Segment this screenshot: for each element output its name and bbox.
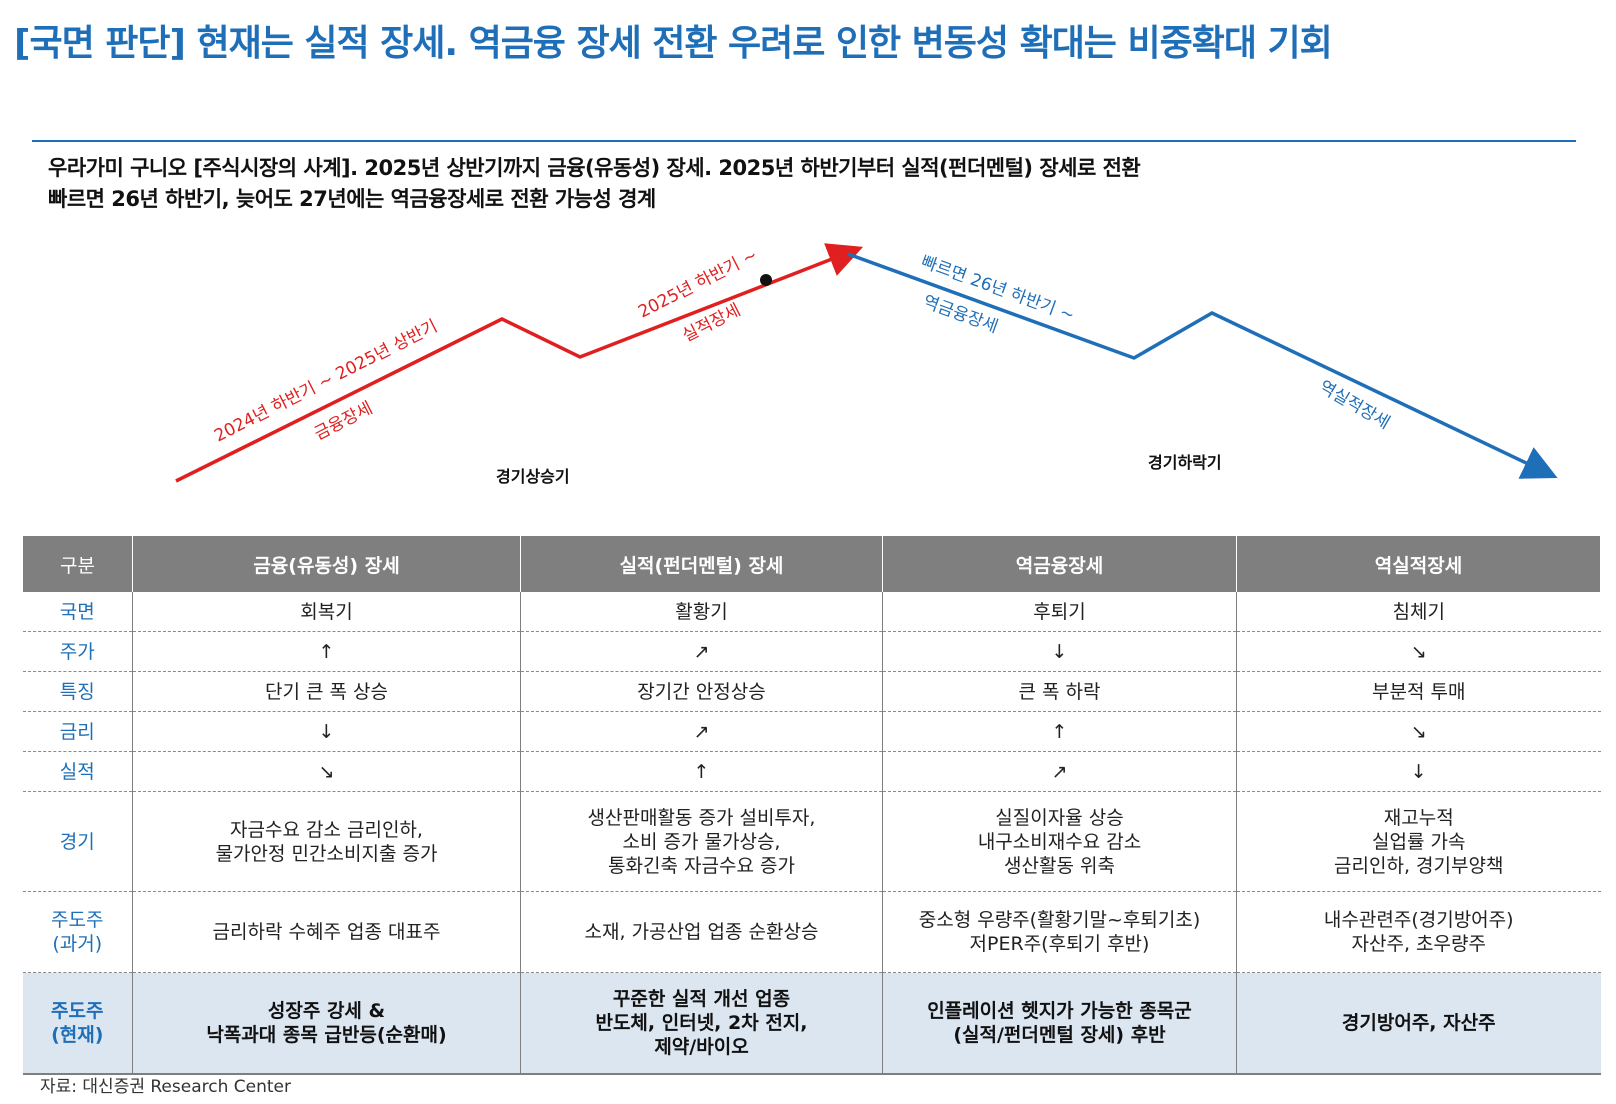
seg4-regime-label: 역실적장세 <box>1316 377 1394 433</box>
row-label: 주가 <box>22 631 133 672</box>
row-label: 국면 <box>22 592 133 632</box>
table-cell: ↓ <box>132 711 521 752</box>
table-cell: 단기 큰 폭 상승 <box>132 671 521 712</box>
table-cell: ↘ <box>1236 711 1601 752</box>
table-cell: 내수관련주(경기방어주) 자산주, 초우량주 <box>1236 891 1601 973</box>
table-cell: 소재, 가공산업 업종 순환상승 <box>520 891 883 973</box>
phase-up-label: 경기상승기 <box>496 467 570 486</box>
row-label: 실적 <box>22 751 133 792</box>
table-cell: 실질이자율 상승 내구소비재수요 감소 생산활동 위축 <box>882 791 1237 892</box>
table-cell: 부분적 투매 <box>1236 671 1601 712</box>
table-cell: ↗ <box>520 631 883 672</box>
seg1-regime-label: 금융장세 <box>311 398 376 444</box>
market-cycle-diagram: 2024년 하반기 ~ 2025년 상반기 금융장세 2025년 하반기 ~ 실… <box>175 243 1558 486</box>
table-row: 경기 자금수요 감소 금리인하, 물가안정 민간소비지출 증가 생산판매활동 증… <box>22 791 1601 892</box>
table-cell: 인플레이션 헷지가 가능한 종목군 (실적/펀더멘털 장세) 후반 <box>882 972 1237 1075</box>
table-cell: 회복기 <box>132 592 521 632</box>
table-cell: 큰 폭 하락 <box>882 671 1237 712</box>
table-cell: 활황기 <box>520 592 883 632</box>
table-cell: 금리하락 수혜주 업종 대표주 <box>132 891 521 973</box>
table-cell: ↗ <box>520 711 883 752</box>
table-cell: 생산판매활동 증가 설비투자, 소비 증가 물가상승, 통화긴축 자금수요 증가 <box>520 791 883 892</box>
row-label: 경기 <box>22 791 133 892</box>
table-cell: ↑ <box>132 631 521 672</box>
table-cell: 후퇴기 <box>882 592 1237 632</box>
table-cell: ↑ <box>520 751 883 792</box>
phase-down-label: 경기하락기 <box>1148 453 1222 472</box>
table-cell: 장기간 안정상승 <box>520 671 883 712</box>
subtitle-line-1: 우라가미 구니오 [주식시장의 사계]. 2025년 상반기까지 금융(유동성)… <box>48 156 1141 180</box>
table-cell: ↘ <box>132 751 521 792</box>
table-cell: ↓ <box>882 631 1237 672</box>
header-reverse-liquidity-market: 역금융장세 <box>882 536 1237 592</box>
current-position-marker <box>760 274 772 286</box>
table-row: 금리 ↓ ↗ ↑ ↘ <box>22 711 1601 752</box>
table-row-highlight: 주도주 (현재) 성장주 강세 & 낙폭과대 종목 급반등(순환매) 꾸준한 실… <box>22 972 1601 1075</box>
table-row: 국면 회복기 활황기 후퇴기 침체기 <box>22 592 1601 632</box>
market-regime-table: 구분 금융(유동성) 장세 실적(펀더멘털) 장세 역금융장세 역실적장세 국면… <box>22 536 1601 1075</box>
header-category: 구분 <box>22 536 133 592</box>
table-cell: 성장주 강세 & 낙폭과대 종목 급반등(순환매) <box>132 972 521 1075</box>
table-row: 주도주 (과거) 금리하락 수혜주 업종 대표주 소재, 가공산업 업종 순환상… <box>22 891 1601 973</box>
title-divider <box>32 140 1576 142</box>
subtitle-line-2: 빠르면 26년 하반기, 늦어도 27년에는 역금융장세로 전환 가능성 경계 <box>48 187 656 211</box>
row-label: 주도주 (현재) <box>22 972 133 1075</box>
table-row: 주가 ↑ ↗ ↓ ↘ <box>22 631 1601 672</box>
table-cell: 침체기 <box>1236 592 1601 632</box>
table-cell: 재고누적 실업률 가속 금리인하, 경기부양책 <box>1236 791 1601 892</box>
uptrend-line <box>175 243 864 483</box>
header-reverse-earnings-market: 역실적장세 <box>1236 536 1601 592</box>
table-cell: 자금수요 감소 금리인하, 물가안정 민간소비지출 증가 <box>132 791 521 892</box>
row-label: 특징 <box>22 671 133 712</box>
table-cell: ↘ <box>1236 631 1601 672</box>
header-earnings-market: 실적(펀더멘털) 장세 <box>520 536 883 592</box>
row-label: 주도주 (과거) <box>22 891 133 973</box>
table-cell: ↓ <box>1236 751 1601 792</box>
table-cell: 꾸준한 실적 개선 업종 반도체, 인터넷, 2차 전지, 제약/바이오 <box>520 972 883 1075</box>
page-title: [국면 판단] 현재는 실적 장세. 역금융 장세 전환 우려로 인한 변동성 … <box>14 23 1333 64</box>
table-cell: ↑ <box>882 711 1237 752</box>
table-row: 특징 단기 큰 폭 상승 장기간 안정상승 큰 폭 하락 부분적 투매 <box>22 671 1601 712</box>
table-cell: 경기방어주, 자산주 <box>1236 972 1601 1075</box>
downtrend-line <box>847 252 1558 479</box>
header-liquidity-market: 금융(유동성) 장세 <box>132 536 521 592</box>
table-header-row: 구분 금융(유동성) 장세 실적(펀더멘털) 장세 역금융장세 역실적장세 <box>22 536 1601 592</box>
seg3-regime-label: 역금융장세 <box>920 292 1000 338</box>
table-cell: ↗ <box>882 751 1237 792</box>
table-cell: 중소형 우량주(활황기말~후퇴기초) 저PER주(후퇴기 후반) <box>882 891 1237 973</box>
row-label: 금리 <box>22 711 133 752</box>
table-row: 실적 ↘ ↑ ↗ ↓ <box>22 751 1601 792</box>
source-note: 자료: 대신증권 Research Center <box>40 1077 291 1097</box>
